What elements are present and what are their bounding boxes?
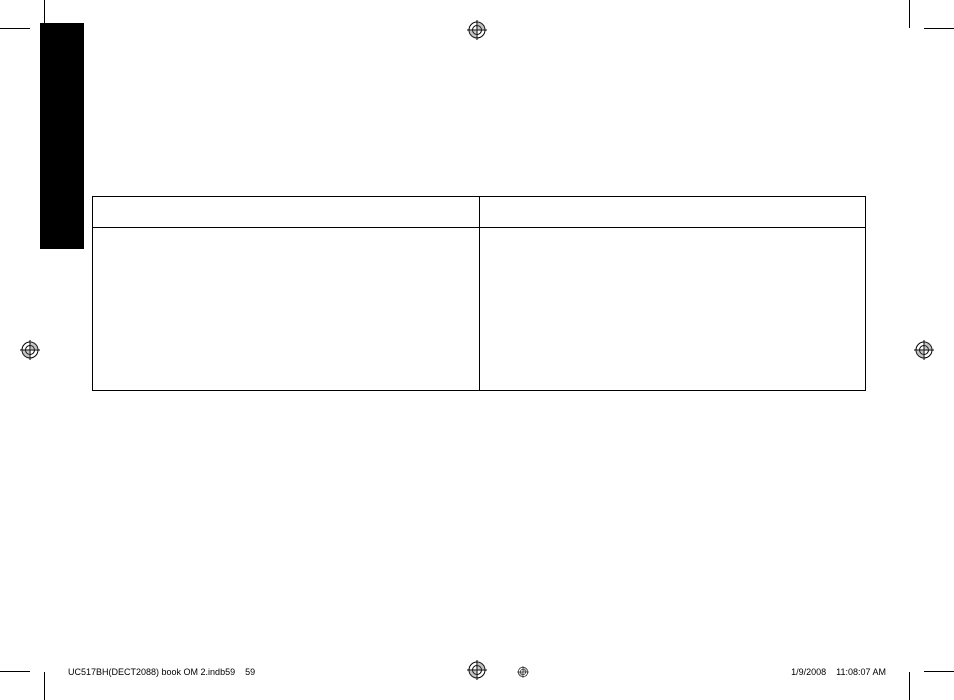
registration-mark-left bbox=[20, 340, 40, 360]
content-table bbox=[92, 196, 866, 391]
side-tab bbox=[40, 23, 84, 249]
registration-mark-footer bbox=[517, 666, 529, 676]
footer-time: 11:08:07 AM bbox=[836, 667, 886, 677]
registration-mark-top bbox=[467, 20, 487, 40]
table-cell bbox=[479, 228, 866, 391]
registration-mark-right bbox=[914, 340, 934, 360]
crop-mark-bottom-left bbox=[20, 660, 60, 700]
table-row bbox=[93, 228, 866, 391]
content-table-wrap bbox=[92, 196, 866, 391]
footer-page-number: 59 bbox=[245, 667, 255, 677]
table-header-row bbox=[93, 197, 866, 228]
footer-file-label: UC517BH(DECT2088) book OM 2.indb59 bbox=[68, 667, 235, 677]
table-header-cell bbox=[479, 197, 866, 228]
footer-date: 1/9/2008 bbox=[791, 667, 826, 677]
print-footer: UC517BH(DECT2088) book OM 2.indb59 59 1/… bbox=[68, 666, 886, 678]
table-header-cell bbox=[93, 197, 480, 228]
table-cell bbox=[93, 228, 480, 391]
crop-mark-bottom-right bbox=[894, 660, 934, 700]
crop-mark-top-right bbox=[894, 0, 934, 40]
